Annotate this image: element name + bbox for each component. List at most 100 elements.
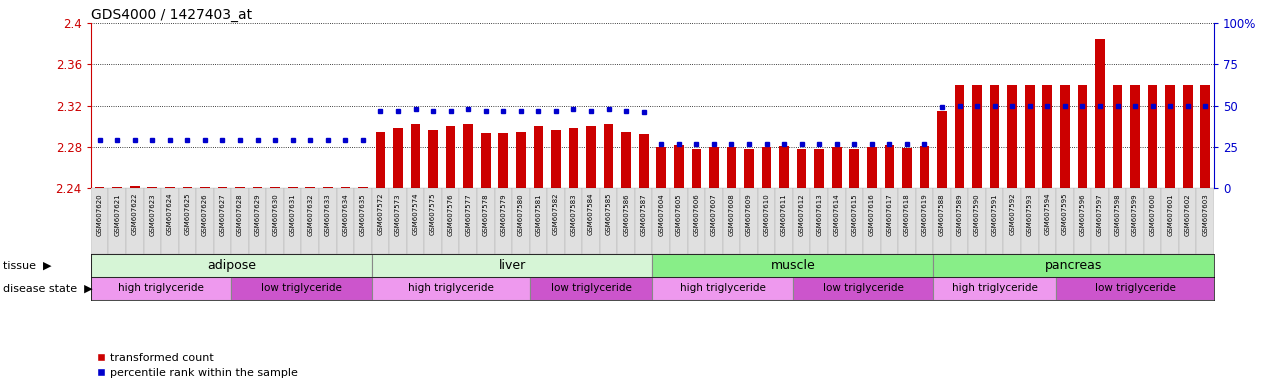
Bar bbox=[968, 188, 986, 255]
Text: GSM607593: GSM607593 bbox=[1027, 193, 1032, 235]
Text: GSM607624: GSM607624 bbox=[167, 193, 173, 235]
Bar bbox=[846, 188, 863, 255]
Bar bbox=[442, 188, 459, 255]
Text: GSM607587: GSM607587 bbox=[641, 193, 646, 235]
Bar bbox=[1039, 188, 1056, 255]
Bar bbox=[1056, 188, 1074, 255]
Bar bbox=[723, 188, 741, 255]
Bar bbox=[828, 188, 846, 255]
Bar bbox=[495, 188, 512, 255]
Bar bbox=[95, 187, 105, 188]
Bar bbox=[688, 188, 705, 255]
Bar bbox=[406, 188, 424, 255]
Text: GSM607604: GSM607604 bbox=[659, 193, 664, 235]
Bar bbox=[530, 188, 548, 255]
Bar bbox=[1143, 188, 1161, 255]
Bar bbox=[1074, 188, 1092, 255]
Bar bbox=[302, 188, 319, 255]
Text: GSM607612: GSM607612 bbox=[799, 193, 805, 235]
Bar bbox=[989, 85, 1000, 188]
Text: GSM607620: GSM607620 bbox=[97, 193, 102, 235]
Bar bbox=[1021, 188, 1039, 255]
Text: GSM607629: GSM607629 bbox=[255, 193, 260, 235]
Text: GSM607597: GSM607597 bbox=[1097, 193, 1103, 235]
Bar bbox=[231, 277, 371, 300]
Text: high triglyceride: high triglyceride bbox=[952, 283, 1037, 293]
Text: pancreas: pancreas bbox=[1045, 259, 1102, 272]
Bar bbox=[916, 188, 933, 255]
Text: GSM607611: GSM607611 bbox=[781, 193, 787, 236]
Bar bbox=[1109, 188, 1126, 255]
Bar bbox=[709, 147, 718, 188]
Bar bbox=[564, 188, 582, 255]
Text: GSM607613: GSM607613 bbox=[817, 193, 822, 236]
Bar bbox=[933, 188, 950, 255]
Bar bbox=[445, 126, 456, 188]
Text: GSM607594: GSM607594 bbox=[1045, 193, 1050, 235]
Bar bbox=[217, 187, 227, 188]
Text: GSM607599: GSM607599 bbox=[1132, 193, 1138, 235]
Bar bbox=[603, 124, 613, 188]
Text: GSM607576: GSM607576 bbox=[448, 193, 453, 235]
Bar bbox=[1003, 188, 1021, 255]
Text: GSM607622: GSM607622 bbox=[131, 193, 138, 235]
Bar bbox=[814, 149, 824, 188]
Text: GSM607574: GSM607574 bbox=[413, 193, 419, 235]
Bar bbox=[741, 188, 757, 255]
Text: high triglyceride: high triglyceride bbox=[119, 283, 204, 293]
Text: adipose: adipose bbox=[207, 259, 256, 272]
Text: GSM607598: GSM607598 bbox=[1114, 193, 1121, 235]
Bar bbox=[582, 188, 599, 255]
Text: GSM607618: GSM607618 bbox=[904, 193, 910, 236]
Bar bbox=[109, 188, 126, 255]
Text: GSM607577: GSM607577 bbox=[466, 193, 471, 235]
Bar bbox=[512, 188, 530, 255]
Bar bbox=[498, 132, 509, 188]
Bar bbox=[599, 188, 617, 255]
Bar bbox=[355, 188, 371, 255]
Bar bbox=[463, 124, 473, 188]
Text: GSM607592: GSM607592 bbox=[1010, 193, 1015, 235]
Bar bbox=[201, 187, 209, 188]
Bar bbox=[1126, 188, 1143, 255]
Bar bbox=[1161, 188, 1179, 255]
Bar bbox=[810, 188, 828, 255]
Bar bbox=[881, 188, 899, 255]
Bar bbox=[477, 188, 495, 255]
Text: GSM607630: GSM607630 bbox=[273, 193, 278, 236]
Text: liver: liver bbox=[498, 259, 526, 272]
Bar bbox=[670, 188, 688, 255]
Text: GSM607579: GSM607579 bbox=[500, 193, 506, 235]
Bar bbox=[692, 149, 702, 188]
Text: GSM607596: GSM607596 bbox=[1079, 193, 1085, 235]
Bar bbox=[358, 187, 367, 188]
Text: GSM607632: GSM607632 bbox=[307, 193, 313, 235]
Bar bbox=[323, 187, 333, 188]
Text: GSM607601: GSM607601 bbox=[1167, 193, 1174, 236]
Bar bbox=[587, 126, 596, 188]
Text: low triglyceride: low triglyceride bbox=[261, 283, 342, 293]
Text: GSM607602: GSM607602 bbox=[1185, 193, 1191, 235]
Bar bbox=[639, 134, 649, 188]
Bar bbox=[920, 146, 929, 188]
Text: GSM607590: GSM607590 bbox=[974, 193, 981, 235]
Text: GSM607610: GSM607610 bbox=[764, 193, 770, 236]
Bar bbox=[213, 188, 231, 255]
Bar bbox=[1179, 188, 1196, 255]
Text: GSM607580: GSM607580 bbox=[517, 193, 524, 235]
Text: high triglyceride: high triglyceride bbox=[680, 283, 766, 293]
Bar bbox=[91, 277, 231, 300]
Bar bbox=[899, 188, 916, 255]
Text: GSM607607: GSM607607 bbox=[711, 193, 717, 236]
Text: disease state  ▶: disease state ▶ bbox=[3, 283, 92, 293]
Text: GSM607616: GSM607616 bbox=[868, 193, 875, 236]
Text: GSM607635: GSM607635 bbox=[360, 193, 366, 235]
Bar bbox=[863, 188, 881, 255]
Text: GSM607614: GSM607614 bbox=[834, 193, 839, 235]
Bar bbox=[745, 149, 753, 188]
Bar bbox=[410, 124, 420, 188]
Text: GSM607572: GSM607572 bbox=[377, 193, 384, 235]
Bar bbox=[91, 188, 109, 255]
Text: GSM607631: GSM607631 bbox=[290, 193, 295, 236]
Bar bbox=[933, 255, 1214, 277]
